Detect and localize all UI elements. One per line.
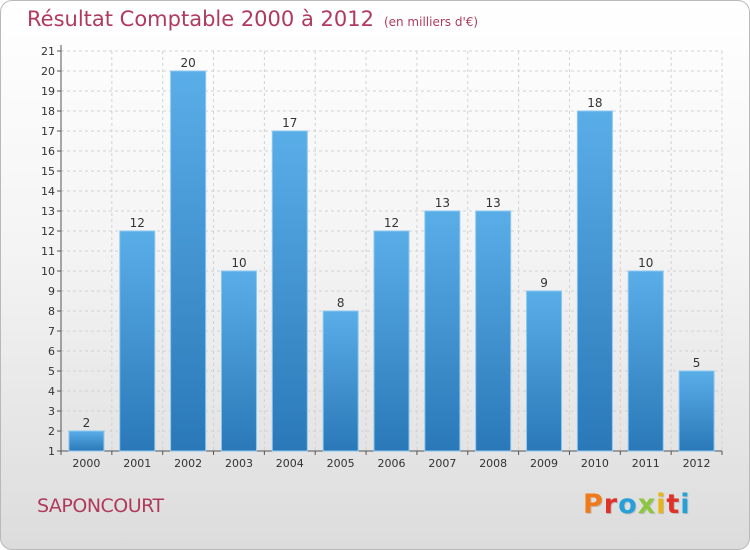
x-tick-label-2006: 2006 [378,457,406,470]
y-tick-label: 10 [41,265,55,278]
logo-letter: P [583,489,604,520]
x-tick-label-2007: 2007 [428,457,456,470]
bar-2009 [526,290,563,452]
proxiti-logo: Proxiti [583,489,691,520]
y-tick-label: 18 [41,105,55,118]
y-tick-label: 1 [48,445,55,458]
x-tick-label-2009: 2009 [530,457,558,470]
y-tick-label: 12 [41,225,55,238]
y-tick-label: 13 [41,205,55,218]
data-label-2001: 12 [130,216,145,230]
x-tick-label-2008: 2008 [479,457,507,470]
data-label-2009: 9 [540,276,548,290]
data-label-2007: 13 [435,196,450,210]
y-tick-label: 5 [48,365,55,378]
bar-2002 [170,70,207,452]
data-label-2012: 5 [693,356,701,370]
logo-letter: i [680,489,691,520]
data-label-2003: 10 [231,256,246,270]
logo-letter: o [618,489,638,520]
chart-title-main: Résultat Comptable 2000 à 2012 [27,7,374,31]
x-tick-label-2012: 2012 [683,457,711,470]
bar-2003 [220,270,257,452]
logo-letter: t [666,489,681,520]
commune-name: SAPONCOURT [37,495,164,517]
x-tick-label-2002: 2002 [174,457,202,470]
x-tick-label-2004: 2004 [276,457,304,470]
x-tick-label-2005: 2005 [327,457,355,470]
data-label-2006: 12 [384,216,399,230]
bar-2006 [373,230,410,452]
y-tick-label: 4 [48,385,55,398]
x-tick-label-2000: 2000 [72,457,100,470]
data-label-2002: 20 [180,56,195,70]
labels: 1234567891011121314151617181920212200012… [41,45,711,470]
logo-letter: x [637,489,657,520]
bar-2004 [271,130,308,452]
data-label-2005: 8 [337,296,345,310]
data-label-2004: 17 [282,116,297,130]
bar-2007 [424,210,461,452]
bar-2011 [627,270,664,452]
y-tick-label: 19 [41,85,55,98]
bar-2010 [576,110,613,452]
chart-title: Résultat Comptable 2000 à 2012 (en millie… [27,7,478,31]
bar-2005 [322,310,359,452]
data-label-2008: 13 [486,196,501,210]
y-tick-label: 9 [48,285,55,298]
chart-title-unit: (en milliers d'€) [383,15,479,29]
y-tick-label: 14 [41,185,55,198]
data-label-2011: 10 [638,256,653,270]
logo-letter: i [656,489,667,520]
bars [68,70,715,452]
x-tick-label-2010: 2010 [581,457,609,470]
y-tick-label: 11 [41,245,55,258]
y-tick-label: 16 [41,145,55,158]
y-tick-label: 17 [41,125,55,138]
data-label-2000: 2 [83,416,91,430]
y-tick-label: 2 [48,425,55,438]
bar-2008 [475,210,512,452]
x-tick-label-2001: 2001 [123,457,151,470]
y-tick-label: 21 [41,45,55,58]
logo-letter: r [603,489,619,520]
data-label-2010: 18 [587,96,602,110]
x-tick-label-2011: 2011 [632,457,660,470]
y-tick-label: 3 [48,405,55,418]
bar-2000 [68,430,105,452]
y-tick-label: 7 [48,325,55,338]
y-tick-label: 15 [41,165,55,178]
x-tick-label-2003: 2003 [225,457,253,470]
y-tick-label: 20 [41,65,55,78]
bar-2001 [119,230,156,452]
y-tick-label: 8 [48,305,55,318]
y-tick-label: 6 [48,345,55,358]
bar-2012 [678,370,715,452]
